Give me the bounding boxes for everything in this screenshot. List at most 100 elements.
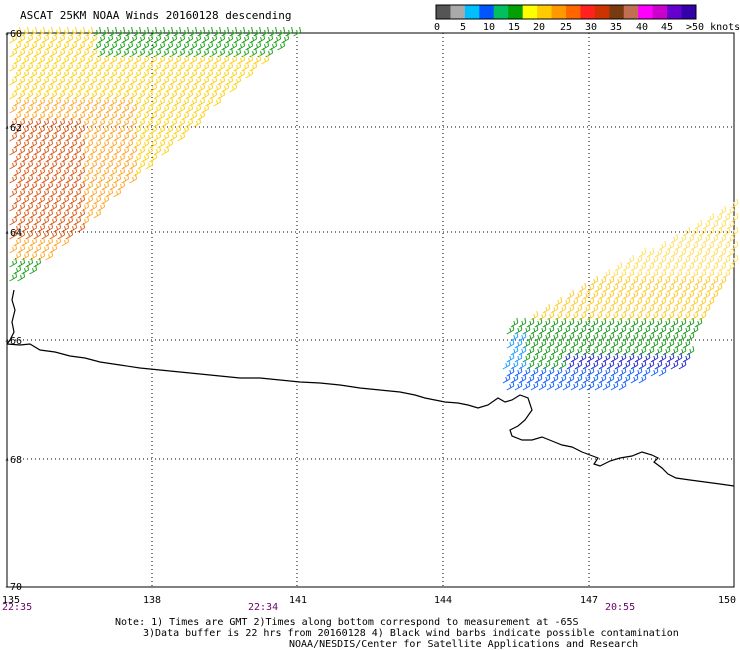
wind-barb <box>45 124 54 135</box>
wind-barb <box>165 54 174 65</box>
wind-barb <box>41 47 50 58</box>
legend-tick: 25 <box>560 22 572 33</box>
wind-barb <box>602 324 611 335</box>
wind-barb <box>514 380 523 391</box>
wind-barb <box>249 33 258 44</box>
wind-barb <box>594 282 603 293</box>
wind-barb <box>81 159 90 170</box>
wind-barb <box>57 89 66 100</box>
wind-barb <box>9 243 18 254</box>
wind-barb <box>69 124 78 135</box>
wind-barb <box>45 68 54 79</box>
lon-label: 141 <box>289 595 307 606</box>
wind-barb <box>690 282 699 293</box>
wind-barb <box>654 331 663 342</box>
wind-barb <box>638 317 647 328</box>
wind-barb <box>177 33 186 44</box>
wind-barb <box>57 75 66 86</box>
wind-barb <box>682 338 691 349</box>
wind-barb <box>690 324 699 335</box>
wind-barb <box>706 296 715 307</box>
wind-barb <box>149 110 158 121</box>
wind-barb <box>578 310 587 321</box>
wind-barb <box>522 380 531 391</box>
wind-barb <box>109 82 118 93</box>
wind-barb <box>149 138 158 149</box>
wind-barb <box>554 352 563 363</box>
wind-barb <box>173 110 182 121</box>
wind-barb <box>97 61 106 72</box>
wind-barb <box>189 68 198 79</box>
wind-barb <box>101 40 110 51</box>
wind-barb <box>618 380 627 391</box>
wind-barb <box>530 324 539 335</box>
wind-barb <box>125 40 134 51</box>
wind-barb <box>213 26 222 37</box>
wind-barb <box>574 359 583 370</box>
wind-barb <box>618 324 627 335</box>
wind-barb <box>674 268 683 279</box>
wind-barb <box>722 268 731 279</box>
wind-barb <box>53 152 62 163</box>
wind-barb <box>614 303 623 314</box>
wind-barb <box>658 240 667 251</box>
wind-barb <box>578 324 587 335</box>
wind-barb <box>81 117 90 128</box>
wind-barb <box>654 261 663 272</box>
wind-barb <box>702 289 711 300</box>
legend-tick: 20 <box>533 22 545 33</box>
wind-barb <box>197 96 206 107</box>
wind-barb <box>133 138 142 149</box>
wind-barb <box>506 380 515 391</box>
wind-barb <box>622 289 631 300</box>
wind-barb <box>21 138 30 149</box>
wind-barb <box>674 296 683 307</box>
wind-barb <box>526 317 535 328</box>
wind-barb <box>606 373 615 384</box>
wind-barb <box>113 145 122 156</box>
wind-barb <box>598 317 607 328</box>
wind-barb <box>626 352 635 363</box>
wind-barb <box>65 145 74 156</box>
wind-barb <box>17 61 26 72</box>
wind-barb <box>281 33 290 44</box>
wind-barb <box>522 352 531 363</box>
wind-barb <box>614 373 623 384</box>
wind-barb <box>550 303 559 314</box>
wind-barb <box>678 261 687 272</box>
wind-barb <box>181 68 190 79</box>
wind-barb <box>686 233 695 244</box>
wind-barb <box>694 275 703 286</box>
wind-barb <box>41 103 50 114</box>
wind-barb <box>105 159 114 170</box>
wind-barb <box>61 208 70 219</box>
legend-tick: 5 <box>460 22 466 33</box>
wind-barb <box>598 331 607 342</box>
wind-barb <box>518 331 527 342</box>
wind-barb <box>678 275 687 286</box>
wind-barb <box>25 229 34 240</box>
wind-barb <box>141 110 150 121</box>
wind-barb <box>694 247 703 258</box>
wind-barb <box>129 173 138 184</box>
wind-barb <box>21 208 30 219</box>
wind-barb <box>606 359 615 370</box>
wind-barb <box>654 303 663 314</box>
wind-barb <box>49 89 58 100</box>
wind-barb <box>722 254 731 265</box>
wind-barb <box>678 359 687 370</box>
legend-swatch <box>450 5 466 19</box>
wind-barb <box>13 54 22 65</box>
wind-barb <box>37 40 46 51</box>
wind-barb <box>65 159 74 170</box>
wind-barb <box>85 54 94 65</box>
wind-barb <box>638 303 647 314</box>
wind-barb <box>49 159 58 170</box>
wind-barb <box>534 331 543 342</box>
wind-barb <box>81 33 90 44</box>
wind-barb <box>21 68 30 79</box>
wind-barb <box>554 338 563 349</box>
wind-barb <box>165 124 174 135</box>
wind-barb <box>93 110 102 121</box>
wind-barb <box>153 33 162 44</box>
